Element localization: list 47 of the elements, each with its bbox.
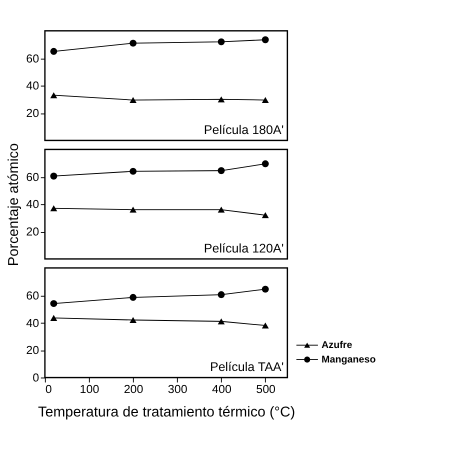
point (50, 300, 58, 308)
point (130, 316, 137, 324)
point (50, 172, 58, 180)
point (130, 294, 137, 301)
point (50, 205, 58, 212)
x-tick-label: 100 (80, 383, 100, 396)
x-tick-label: 400 (212, 383, 232, 396)
annotation: Película 180A' (204, 123, 284, 138)
point (262, 36, 269, 44)
point (50, 48, 58, 55)
point (50, 314, 58, 321)
x-tick-label: 300 (168, 383, 188, 396)
point (130, 206, 137, 213)
x-tick-label: 0 (45, 383, 52, 396)
point (218, 318, 225, 324)
point (218, 38, 225, 46)
legend-label: Manganeso (322, 354, 376, 366)
y-tick-label: 60 (26, 289, 40, 302)
y-tick-label: 20 (26, 107, 40, 120)
point (218, 96, 225, 102)
point (218, 167, 225, 174)
point (262, 212, 269, 218)
x-tick-label: 500 (256, 383, 276, 396)
y-tick-label: 40 (26, 316, 40, 330)
x-axis-title: Temperatura de tratamiento térmico (°C) (38, 404, 296, 421)
y-tick-label: 0 (32, 372, 40, 385)
x-tick-label: 200 (124, 383, 144, 396)
annotation: Película TAA' (210, 360, 284, 374)
point (218, 206, 225, 213)
point (262, 160, 269, 168)
y-tick-label: 40 (26, 80, 40, 93)
point (262, 97, 269, 104)
annotation: Película 120A' (204, 242, 284, 256)
y-tick-label: 60 (26, 52, 40, 66)
point (218, 291, 225, 298)
point (50, 92, 58, 98)
y-tick-label: 20 (26, 226, 40, 239)
point (262, 286, 269, 293)
y-axis-title: Porcentaje atómico (6, 143, 22, 266)
point (130, 40, 137, 47)
y-tick-label: 20 (26, 344, 40, 358)
y-tick-label: 60 (26, 170, 40, 184)
point (130, 168, 137, 175)
legend-label: Azufre (322, 340, 353, 351)
y-tick-label: 40 (26, 198, 40, 212)
point (130, 97, 137, 104)
point (262, 322, 269, 328)
